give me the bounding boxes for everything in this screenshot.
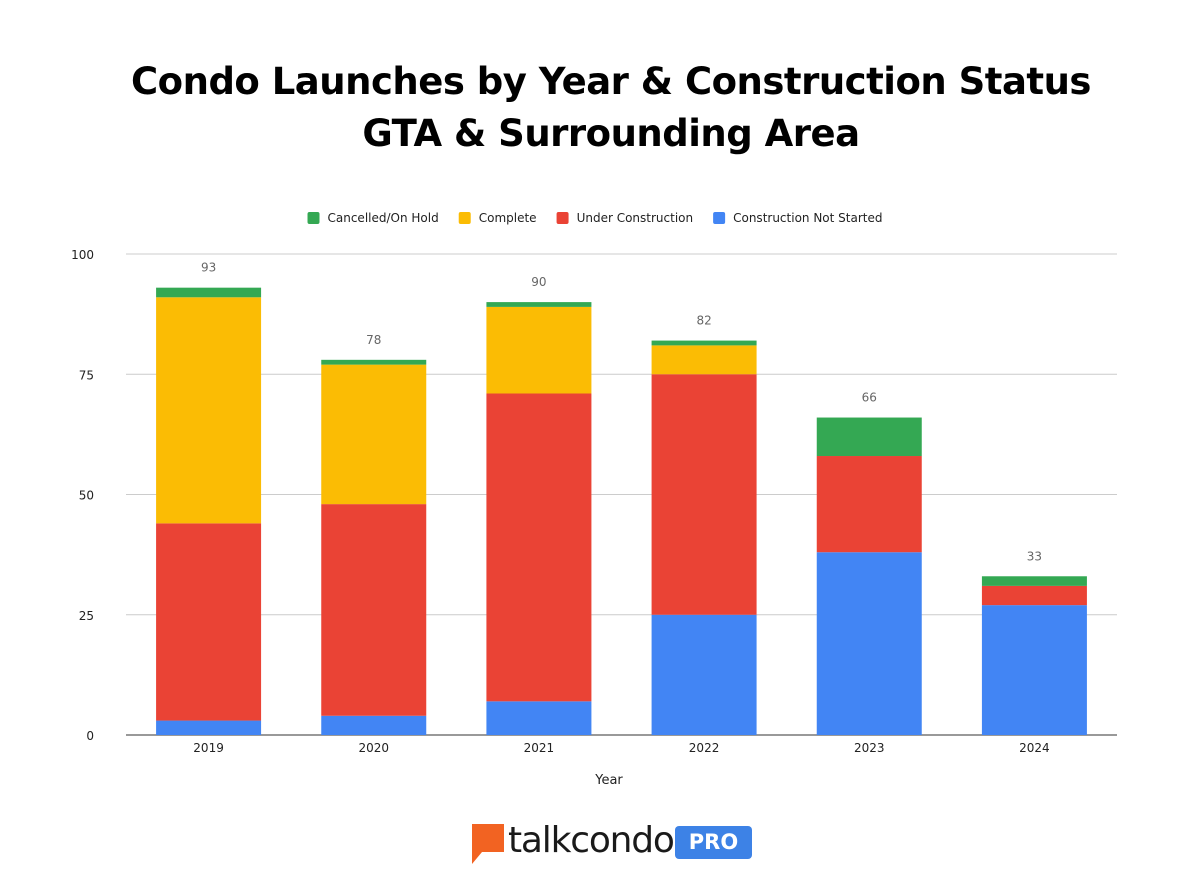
legend-item: Complete — [458, 211, 537, 225]
chart-subtitle: GTA & Surrounding Area — [362, 112, 860, 155]
chart-gridlines: 0 25 50 75 100 — [71, 248, 1117, 743]
pro-badge: PRO — [675, 826, 752, 859]
legend-swatch — [556, 212, 569, 224]
bar-segment — [486, 302, 592, 307]
y-tick-label: 50 — [79, 489, 94, 503]
bar-segment — [486, 393, 592, 702]
legend-swatch — [458, 212, 471, 224]
chart-bars — [156, 287, 1087, 735]
chart-labels: 93 2019 78 2020 90 2021 82 2022 66 2023 33 2024 — [193, 261, 1049, 755]
total-label: 66 — [862, 391, 877, 405]
legend-swatch — [307, 212, 320, 224]
legend-label: Cancelled/On Hold — [328, 211, 439, 225]
bar-segment — [321, 359, 427, 365]
total-label: 90 — [531, 275, 546, 289]
legend-swatch — [713, 212, 726, 224]
talkcondo-logo: talkcondo PRO — [470, 820, 760, 866]
bar-segment — [486, 306, 592, 394]
x-tick-label: 2022 — [689, 741, 720, 755]
logo-text: talkcondo — [508, 820, 675, 861]
bar-segment — [651, 614, 757, 735]
x-tick-label: 2020 — [358, 741, 389, 755]
bar-segment — [651, 340, 757, 346]
stacked-bar-chart: Cancelled/On Hold Complete Under Construct… — [71, 211, 1117, 788]
bar-segment — [156, 297, 262, 524]
bar-segment — [651, 345, 757, 375]
total-label: 33 — [1027, 549, 1042, 563]
legend-item: Construction Not Started — [713, 211, 882, 225]
chart-legend: Cancelled/On Hold Complete Under Construct… — [307, 211, 882, 225]
legend-label: Under Construction — [577, 211, 694, 225]
bar-segment — [321, 715, 427, 735]
bar-segment — [981, 585, 1087, 606]
bar-segment — [651, 374, 757, 615]
legend-item: Cancelled/On Hold — [307, 211, 439, 225]
bar-segment — [321, 364, 427, 505]
total-label: 82 — [696, 314, 711, 328]
total-label: 78 — [366, 333, 381, 347]
bar-segment — [156, 523, 262, 721]
legend-label: Construction Not Started — [733, 211, 882, 225]
legend-item: Under Construction — [556, 211, 694, 225]
speech-bubble-icon — [472, 824, 504, 864]
bar-segment — [156, 720, 262, 735]
y-tick-label: 100 — [71, 248, 94, 262]
x-tick-label: 2021 — [524, 741, 555, 755]
x-tick-label: 2023 — [854, 741, 885, 755]
legend-label: Complete — [479, 211, 537, 225]
bar-segment — [156, 287, 262, 298]
total-label: 93 — [201, 261, 216, 275]
bar-segment — [981, 576, 1087, 586]
bar-segment — [486, 701, 592, 735]
y-tick-label: 0 — [86, 729, 94, 743]
bar-segment — [816, 456, 922, 553]
y-tick-label: 75 — [79, 368, 94, 382]
bar-segment — [816, 552, 922, 735]
bar-segment — [816, 417, 922, 457]
bar-segment — [321, 504, 427, 716]
x-axis-label: Year — [594, 773, 623, 788]
chart-title-block: Condo Launches by Year & Construction St… — [0, 56, 1200, 160]
x-tick-label: 2024 — [1019, 741, 1050, 755]
bar-segment — [981, 605, 1087, 735]
x-tick-label: 2019 — [193, 741, 224, 755]
chart-title: Condo Launches by Year & Construction St… — [131, 60, 1091, 103]
y-tick-label: 25 — [79, 609, 94, 623]
